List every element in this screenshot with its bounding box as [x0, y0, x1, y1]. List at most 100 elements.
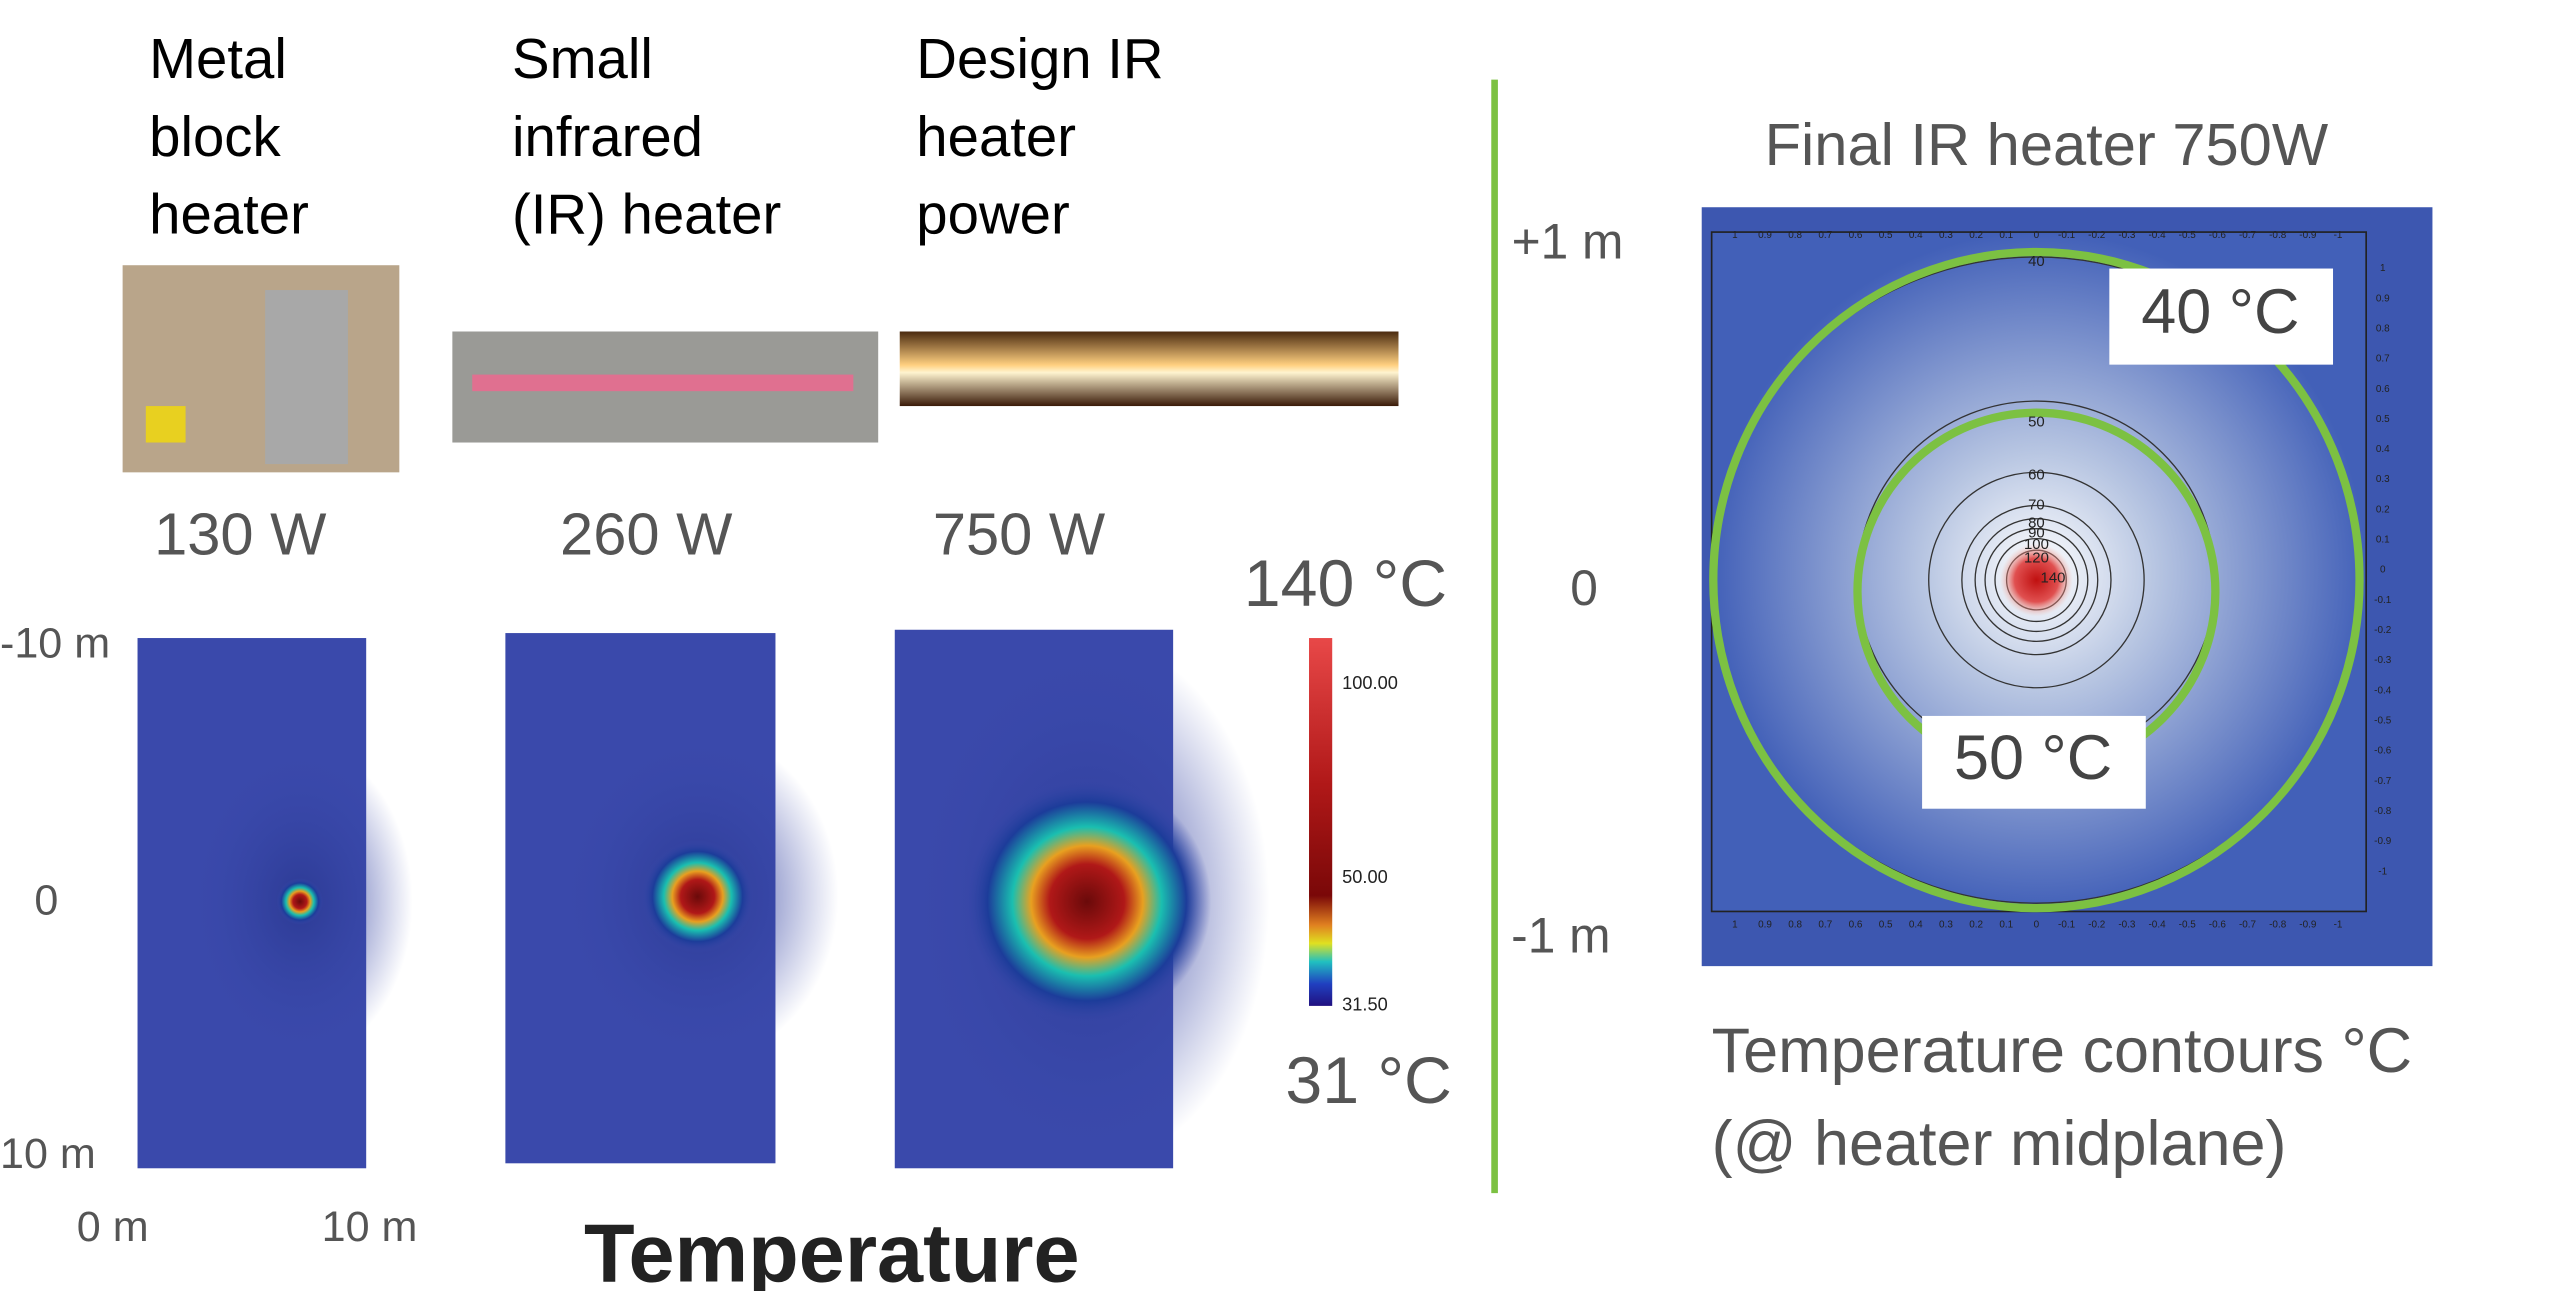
- x-tick-label: 1: [1732, 919, 1738, 930]
- contour-label: 140: [2041, 570, 2066, 586]
- panel-title: Final IR heater 750W: [1765, 111, 2329, 178]
- photo-design-ir: [900, 332, 1399, 407]
- y-tick-label: 0.7: [2376, 354, 2390, 365]
- x-tick-label: -0.6: [2209, 919, 2227, 930]
- x-tick-label: -1: [2334, 230, 2343, 241]
- x-tick-label: 0.2: [1969, 230, 1983, 241]
- axis-label: 10 m: [0, 1130, 96, 1178]
- callout: 40 °C: [2141, 277, 2299, 347]
- contour-label: 70: [2028, 497, 2045, 513]
- x-tick-label: 0.1: [1999, 230, 2013, 241]
- column-heading: heater: [149, 183, 309, 246]
- x-tick-label: 0.5: [1879, 919, 1893, 930]
- colorbar-min: 31 °C: [1285, 1044, 1451, 1118]
- y-tick-label: -0.3: [2374, 655, 2392, 666]
- column-heading: infrared: [512, 105, 703, 168]
- x-tick-label: 0.8: [1788, 919, 1802, 930]
- x-tick-label: 0.2: [1969, 919, 1983, 930]
- x-tick-label: -0.3: [2118, 919, 2136, 930]
- y-tick-label: -0.2: [2374, 625, 2392, 636]
- colorbar-max: 140 °C: [1244, 547, 1447, 621]
- y-tick-label: -1: [2378, 866, 2387, 877]
- colorbar-tick: 50.00: [1342, 867, 1388, 887]
- column-heading: block: [149, 105, 281, 168]
- x-tick-label: 0.9: [1758, 230, 1772, 241]
- x-tick-label: 0.5: [1879, 230, 1893, 241]
- power-label: 130 W: [154, 500, 327, 567]
- y-tick-label: 1: [2380, 263, 2386, 274]
- sim-spot: [277, 878, 323, 924]
- colorbar-tick: 31.50: [1342, 995, 1388, 1015]
- panel-caption: (@ heater midplane): [1712, 1109, 2287, 1179]
- contour-label: 120: [2024, 550, 2049, 566]
- y-tick-label: -0.8: [2374, 806, 2392, 817]
- y-tick-label: 0.2: [2376, 504, 2390, 515]
- y-tick-label: -0.5: [2374, 716, 2392, 727]
- y-tick-label: -0.6: [2374, 746, 2392, 757]
- panel-caption: Temperature contours °C: [1712, 1016, 2412, 1086]
- x-tick-label: 0: [2034, 919, 2040, 930]
- y-tick-label: 0.6: [2376, 384, 2390, 395]
- axis-label: 0 m: [77, 1203, 149, 1251]
- column-heading: Metal: [149, 27, 287, 90]
- x-tick-label: -0.7: [2239, 919, 2257, 930]
- x-tick-label: -0.4: [2148, 230, 2166, 241]
- column-heading: Small: [512, 27, 653, 90]
- x-tick-label: 0.6: [1849, 919, 1863, 930]
- x-tick-label: 0: [2034, 230, 2040, 241]
- column-heading: Design IR: [916, 27, 1163, 90]
- y-tick-label: 0.1: [2376, 535, 2390, 546]
- colorbar-tick: 100.00: [1342, 673, 1398, 693]
- x-tick-label: -0.2: [2088, 919, 2106, 930]
- x-tick-label: 0.8: [1788, 230, 1802, 241]
- x-tick-label: -0.8: [2269, 230, 2287, 241]
- x-tick-label: -0.7: [2239, 230, 2257, 241]
- slide: Metal block heater 130 W Small infrared (IR) h…: [0, 0, 2565, 1291]
- x-tick-label: 0.6: [1849, 230, 1863, 241]
- x-tick-label: 0.3: [1939, 230, 1953, 241]
- column-heading: (IR) heater: [512, 183, 781, 246]
- x-tick-label: -0.9: [2299, 230, 2317, 241]
- power-label: 750 W: [933, 500, 1106, 567]
- y-tick-label: -0.4: [2374, 685, 2392, 696]
- x-tick-label: -0.6: [2209, 230, 2227, 241]
- sim-spot: [641, 840, 754, 953]
- y-tick-label: 0.5: [2376, 414, 2390, 425]
- axis-label: +1 m: [1512, 213, 1624, 269]
- sim-spot: [963, 777, 1212, 1026]
- contour-label: 60: [2028, 468, 2045, 484]
- y-tick-label: -0.9: [2374, 836, 2392, 847]
- x-tick-label: -0.1: [2058, 919, 2076, 930]
- x-tick-label: -0.2: [2088, 230, 2106, 241]
- x-tick-label: -0.1: [2058, 230, 2076, 241]
- caption: Temperature: [584, 1206, 1080, 1291]
- x-tick-label: 1: [1732, 230, 1738, 241]
- x-tick-label: 0.3: [1939, 919, 1953, 930]
- x-tick-label: 0.9: [1758, 919, 1772, 930]
- axis-label: 10 m: [322, 1203, 418, 1251]
- x-tick-label: 0.4: [1909, 919, 1923, 930]
- photo-plug: [146, 406, 186, 442]
- axis-label: -1 m: [1511, 908, 1610, 964]
- y-tick-label: -0.7: [2374, 776, 2392, 787]
- x-tick-label: 0.1: [1999, 919, 2013, 930]
- x-tick-label: -0.4: [2148, 919, 2166, 930]
- axis-label: 0: [1570, 560, 1598, 616]
- page: {"columns": [ {"heading": ["Metal", "blo…: [0, 0, 2565, 1291]
- power-label: 260 W: [560, 500, 733, 567]
- axis-label: -10 m: [0, 620, 110, 668]
- contour-label: 40: [2028, 254, 2045, 270]
- column-heading: power: [916, 183, 1069, 246]
- x-tick-label: -0.3: [2118, 230, 2136, 241]
- contour-label: 50: [2028, 415, 2045, 431]
- y-tick-label: 0.3: [2376, 474, 2390, 485]
- x-tick-label: 0.4: [1909, 230, 1923, 241]
- x-tick-label: -0.5: [2179, 919, 2197, 930]
- x-tick-label: -0.5: [2179, 230, 2197, 241]
- y-tick-label: 0.8: [2376, 323, 2390, 334]
- x-tick-label: 0.7: [1818, 919, 1832, 930]
- axis-label: 0: [34, 877, 58, 925]
- y-tick-label: -0.1: [2374, 595, 2392, 606]
- y-tick-label: 0: [2380, 565, 2386, 576]
- x-tick-label: -0.9: [2299, 919, 2317, 930]
